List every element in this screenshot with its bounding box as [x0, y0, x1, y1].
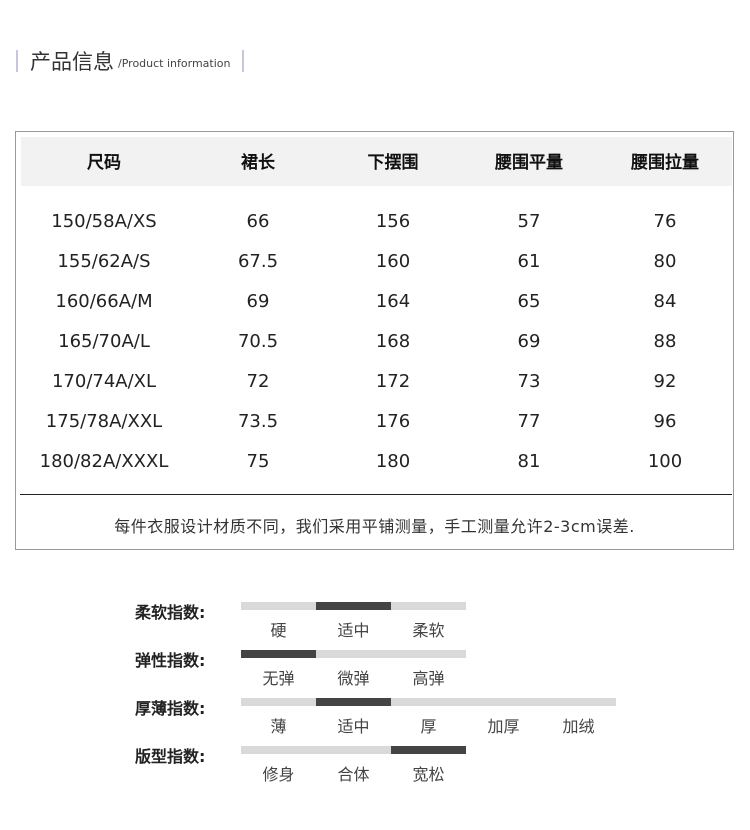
table-cell: 57 — [517, 211, 541, 232]
table-cell: 160/66A/M — [55, 291, 153, 312]
column-header: 下摆围 — [367, 153, 419, 173]
index-segment-active — [316, 698, 391, 706]
index-option: 高弹 — [412, 669, 445, 688]
table-cell: 100 — [647, 451, 683, 472]
table-cell: 88 — [653, 331, 677, 352]
table-cell: 84 — [653, 291, 677, 312]
table-cell: 96 — [653, 411, 677, 432]
table-cell: 67.5 — [237, 251, 279, 272]
index-segment — [241, 698, 316, 706]
index-segment — [466, 698, 541, 706]
section-subtitle: /Product information — [118, 57, 231, 70]
table-cell: 172 — [375, 371, 411, 392]
index-segment — [241, 602, 316, 610]
table-cell: 176 — [375, 411, 411, 432]
header-left-bar — [16, 50, 18, 72]
index-option: 无弹 — [262, 669, 295, 688]
measurement-note: 每件衣服设计材质不同，我们采用平铺测量，手工测量允许2-3cm误差. — [114, 517, 635, 536]
header-right-bar — [242, 50, 245, 72]
index-label: 版型指数: — [135, 747, 206, 766]
table-cell: 81 — [517, 451, 541, 472]
divider — [20, 494, 732, 495]
table-header — [21, 137, 732, 186]
column-header: 腰围拉量 — [631, 153, 699, 173]
table-cell: 72 — [246, 371, 270, 392]
table-cell: 69 — [246, 291, 270, 312]
index-segment-active — [241, 650, 316, 658]
section-title: 产品信息 — [30, 50, 114, 74]
table-cell: 170/74A/XL — [51, 371, 157, 392]
table-cell: 175/78A/XXL — [45, 411, 163, 432]
index-label: 弹性指数: — [135, 651, 206, 670]
table-cell: 75 — [246, 451, 270, 472]
table-cell: 165/70A/L — [58, 331, 150, 352]
index-option: 适中 — [337, 621, 370, 640]
index-segment — [316, 650, 391, 658]
index-option: 柔软 — [412, 621, 445, 640]
table-cell: 65 — [517, 291, 541, 312]
table-cell: 77 — [517, 411, 541, 432]
index-label: 柔软指数: — [135, 603, 206, 622]
index-option: 加厚 — [487, 717, 520, 736]
column-header: 裙长 — [241, 153, 275, 173]
table-cell: 164 — [375, 291, 411, 312]
table-cell: 70.5 — [237, 331, 279, 352]
index-segment — [391, 602, 466, 610]
index-option: 适中 — [337, 717, 370, 736]
index-option: 硬 — [270, 621, 287, 640]
index-option: 薄 — [270, 717, 287, 736]
column-header: 腰围平量 — [495, 153, 563, 173]
index-option: 宽松 — [412, 765, 445, 784]
table-cell: 66 — [246, 211, 270, 232]
index-segment — [391, 698, 466, 706]
table-cell: 155/62A/S — [57, 251, 151, 272]
index-segment-active — [391, 746, 466, 754]
index-option: 加绒 — [562, 717, 595, 736]
table-cell: 92 — [653, 371, 677, 392]
size-table: 尺码 裙长 下摆围 腰围平量 腰围拉量 150/58A/XS 66 156 57 76 155/62… — [15, 131, 734, 550]
index-label: 厚薄指数: — [135, 699, 206, 718]
index-segment-active — [316, 602, 391, 610]
table-cell: 80 — [653, 251, 677, 272]
index-option: 修身 — [262, 765, 295, 784]
index-segment — [541, 698, 616, 706]
index-segment — [241, 746, 316, 754]
index-segment — [391, 650, 466, 658]
table-cell: 160 — [375, 251, 411, 272]
table-cell: 168 — [375, 331, 411, 352]
table-cell: 76 — [653, 211, 677, 232]
table-cell: 73 — [517, 371, 541, 392]
table-cell: 180 — [375, 451, 411, 472]
table-cell: 69 — [517, 331, 541, 352]
index-option: 微弹 — [337, 669, 370, 688]
table-cell: 156 — [375, 211, 411, 232]
table-cell: 150/58A/XS — [51, 211, 157, 232]
index-segment — [316, 746, 391, 754]
index-option: 合体 — [337, 765, 370, 784]
table-cell: 73.5 — [237, 411, 279, 432]
index-option: 厚 — [420, 717, 437, 736]
column-header: 尺码 — [87, 153, 121, 173]
table-cell: 61 — [517, 251, 541, 272]
table-cell: 180/82A/XXXL — [39, 451, 169, 472]
section-header: 产品信息 /Product information — [16, 48, 245, 74]
